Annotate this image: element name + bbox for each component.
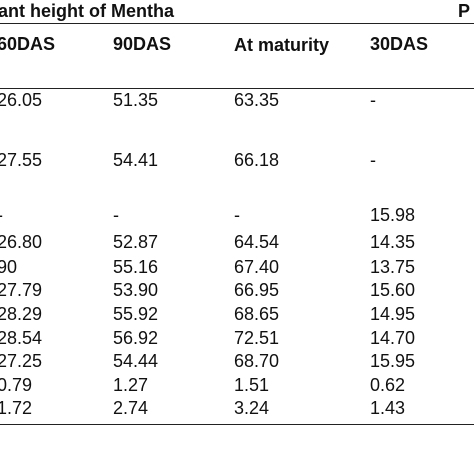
table-cell: - — [370, 90, 376, 110]
rule — [0, 88, 474, 89]
table-cell: 28.54 — [0, 328, 43, 348]
table-cell: 13.75 — [370, 257, 416, 277]
table-cell: 3.24 — [234, 398, 270, 418]
table-cell: 55.92 — [113, 304, 159, 324]
table-cell: 53.90 — [113, 280, 159, 300]
table-cell: 0.79 — [0, 375, 33, 395]
column-header: At maturity — [234, 35, 330, 55]
table-cell: - — [370, 150, 376, 170]
table-cell: 26.80 — [0, 232, 43, 252]
table-cell: 15.95 — [370, 351, 416, 371]
table-cell: 67.40 — [234, 257, 280, 277]
table-cell: 1.72 — [0, 398, 33, 418]
rule — [0, 23, 474, 24]
table-cell: 72.51 — [234, 328, 280, 348]
table-cell: 64.54 — [234, 232, 280, 252]
column-header: 30DAS — [370, 34, 429, 54]
table-cell: 14.95 — [370, 304, 416, 324]
table-cell: 28.29 — [0, 304, 43, 324]
table-cell: 56.92 — [113, 328, 159, 348]
rule — [0, 424, 474, 425]
table-cell: 68.70 — [234, 351, 280, 371]
table-cell: 90 — [0, 257, 18, 277]
table-cell: 1.27 — [113, 375, 149, 395]
table-cell: 14.70 — [370, 328, 416, 348]
table-cell: 66.95 — [234, 280, 280, 300]
table-cell: 15.98 — [370, 205, 416, 225]
table-cell: 68.65 — [234, 304, 280, 324]
table-cell: 27.79 — [0, 280, 43, 300]
table-cell: 27.55 — [0, 150, 43, 170]
table-cell: 14.35 — [370, 232, 416, 252]
table-cell: 1.43 — [370, 398, 406, 418]
table-cell: 2.74 — [113, 398, 149, 418]
table-cell: 66.18 — [234, 150, 280, 170]
column-header: 60DAS — [0, 34, 56, 54]
table-cell: 63.35 — [234, 90, 280, 110]
table-title: ant height of Mentha — [0, 1, 174, 21]
table-cell: 51.35 — [113, 90, 159, 110]
table-cell: 26.05 — [0, 90, 43, 110]
table-cell: - — [113, 205, 119, 225]
table-cell: 15.60 — [370, 280, 416, 300]
table-cell: 1.51 — [234, 375, 270, 395]
table-cell: 52.87 — [113, 232, 159, 252]
column-header: 90DAS — [113, 34, 172, 54]
table-cell: 54.41 — [113, 150, 159, 170]
table-cell: 55.16 — [113, 257, 159, 277]
table-cell: 0.62 — [370, 375, 406, 395]
table-cell: - — [0, 204, 3, 226]
table-cell: 54.44 — [113, 351, 159, 371]
table-cell: 27.25 — [0, 351, 43, 371]
table-title-right: P — [458, 1, 471, 21]
table-cell: - — [234, 205, 240, 225]
